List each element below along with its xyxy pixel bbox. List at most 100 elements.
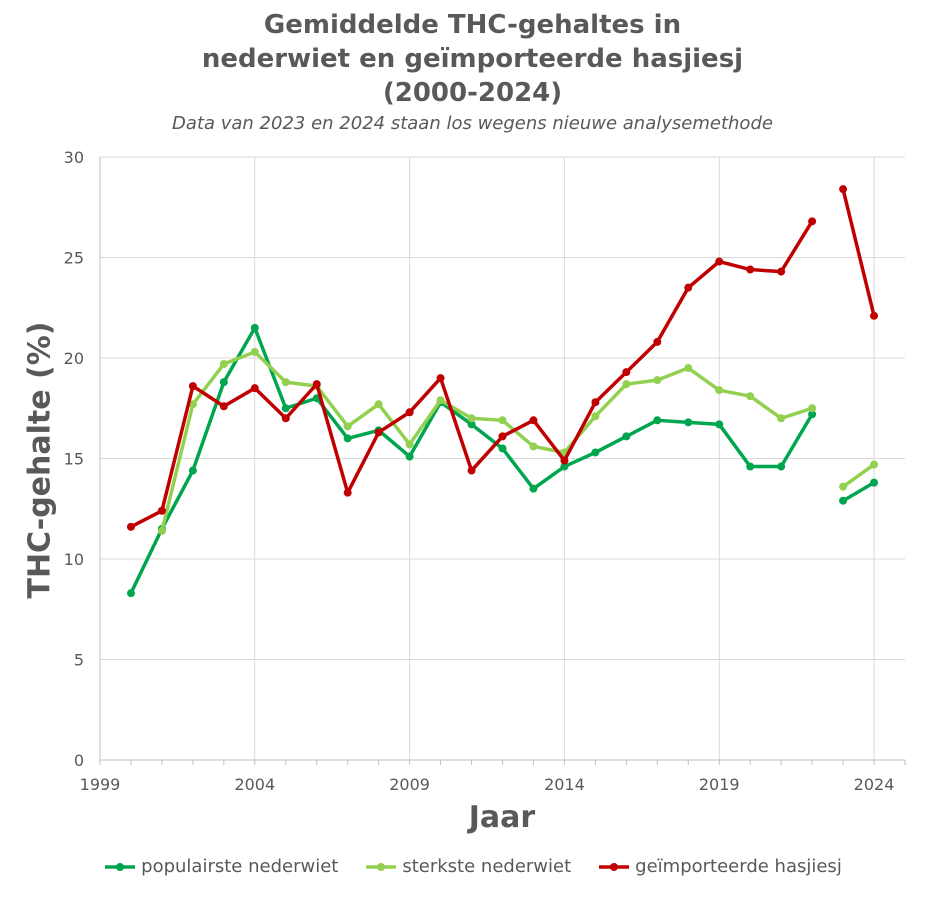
data-point — [808, 404, 817, 413]
data-point — [777, 414, 786, 423]
data-point — [250, 347, 259, 356]
tick-labels: 0 5 10 15 20 25 30 1999 2004 2009 2014 2019 2024 — [64, 148, 895, 794]
data-point — [343, 422, 352, 431]
legend-swatch — [599, 862, 630, 871]
data-point — [498, 432, 507, 441]
y-tick-label: 25 — [64, 249, 84, 268]
x-tick-label: 2019 — [699, 775, 740, 794]
series-line — [129, 219, 814, 529]
legend-swatch-marker — [377, 862, 386, 871]
x-axis-label: Jaar — [468, 800, 536, 835]
data-point — [839, 482, 848, 491]
legend-item: geïmporteerde hasjiesj — [597, 856, 842, 877]
data-point — [622, 432, 631, 441]
data-point — [653, 337, 662, 346]
y-tick-label: 5 — [74, 651, 84, 670]
data-point — [746, 392, 755, 401]
data-point — [405, 408, 414, 417]
data-point — [374, 400, 383, 409]
data-point — [157, 506, 166, 515]
series-populairste-nederwiet — [126, 323, 879, 598]
x-tick-label: 2024 — [854, 775, 895, 794]
y-axis-label: THC-gehalte (%) — [22, 321, 58, 599]
data-point — [529, 416, 538, 425]
data-point — [250, 323, 259, 332]
data-point — [529, 442, 538, 451]
data-point — [188, 400, 197, 409]
chart-title-line-1: Gemiddelde THC-gehaltes in — [263, 10, 682, 40]
chart-title-line-3: (2000-2024) — [382, 78, 563, 108]
data-point — [250, 384, 259, 393]
x-tick-label: 2009 — [389, 775, 430, 794]
data-point — [405, 452, 414, 461]
series-line — [841, 480, 876, 503]
legend-label: populairste nederwiet — [141, 856, 339, 877]
x-tick-label: 1999 — [80, 775, 121, 794]
legend-swatch — [105, 862, 136, 871]
data-point — [808, 410, 817, 419]
series-line — [160, 350, 814, 533]
axes — [99, 157, 906, 765]
data-point — [684, 364, 693, 373]
data-point — [281, 378, 290, 387]
data-point — [653, 416, 662, 425]
data-point — [808, 217, 817, 226]
plot-area — [126, 185, 879, 598]
data-point — [436, 396, 445, 405]
legend-label: geïmporteerde hasjiesj — [635, 856, 842, 877]
data-point — [591, 398, 600, 407]
data-point — [126, 522, 135, 531]
data-point — [188, 382, 197, 391]
data-point — [281, 404, 290, 413]
data-point — [591, 412, 600, 421]
data-point — [839, 185, 848, 194]
x-tick-label: 2014 — [544, 775, 585, 794]
series-line — [841, 462, 876, 489]
series-sterkste-nederwiet — [157, 347, 879, 535]
legend-label: sterkste nederwiet — [402, 856, 572, 877]
data-point — [467, 466, 476, 475]
legend-item: populairste nederwiet — [103, 856, 338, 877]
data-point — [467, 414, 476, 423]
data-point — [622, 380, 631, 389]
chart-title-line-2: nederwiet en geïmporteerde hasjiesj — [201, 44, 744, 74]
data-point — [498, 416, 507, 425]
x-tick-label: 2004 — [234, 775, 275, 794]
data-point — [157, 526, 166, 535]
y-tick-label: 10 — [64, 550, 84, 569]
y-tick-label: 15 — [64, 450, 84, 469]
data-point — [343, 434, 352, 443]
legend-swatch-marker — [116, 862, 125, 871]
y-tick-label: 20 — [64, 349, 84, 368]
data-point — [746, 462, 755, 471]
legend: populairste nederwiet sterkste nederwiet g… — [0, 856, 945, 877]
data-point — [870, 460, 879, 469]
data-point — [715, 257, 724, 266]
legend-item: sterkste nederwiet — [364, 856, 571, 877]
data-point — [870, 478, 879, 487]
data-point — [188, 466, 197, 475]
data-point — [870, 311, 879, 320]
data-point — [126, 589, 135, 598]
series-line — [841, 187, 876, 318]
data-point — [746, 265, 755, 274]
data-point — [312, 380, 321, 389]
data-point — [591, 448, 600, 457]
data-point — [467, 420, 476, 429]
y-tick-label: 30 — [64, 148, 84, 167]
data-point — [777, 462, 786, 471]
legend-swatch-marker — [610, 862, 619, 871]
data-point — [374, 428, 383, 437]
data-point — [219, 360, 228, 369]
data-point — [219, 402, 228, 411]
data-point — [560, 456, 569, 465]
series-line — [129, 326, 814, 595]
data-point — [653, 376, 662, 385]
data-point — [684, 283, 693, 292]
data-point — [715, 420, 724, 429]
data-point — [560, 462, 569, 471]
data-point — [684, 418, 693, 427]
data-point — [839, 496, 848, 505]
data-point — [219, 378, 228, 387]
chart-title-block: Gemiddelde THC-gehaltes in nederwiet en … — [0, 8, 945, 136]
